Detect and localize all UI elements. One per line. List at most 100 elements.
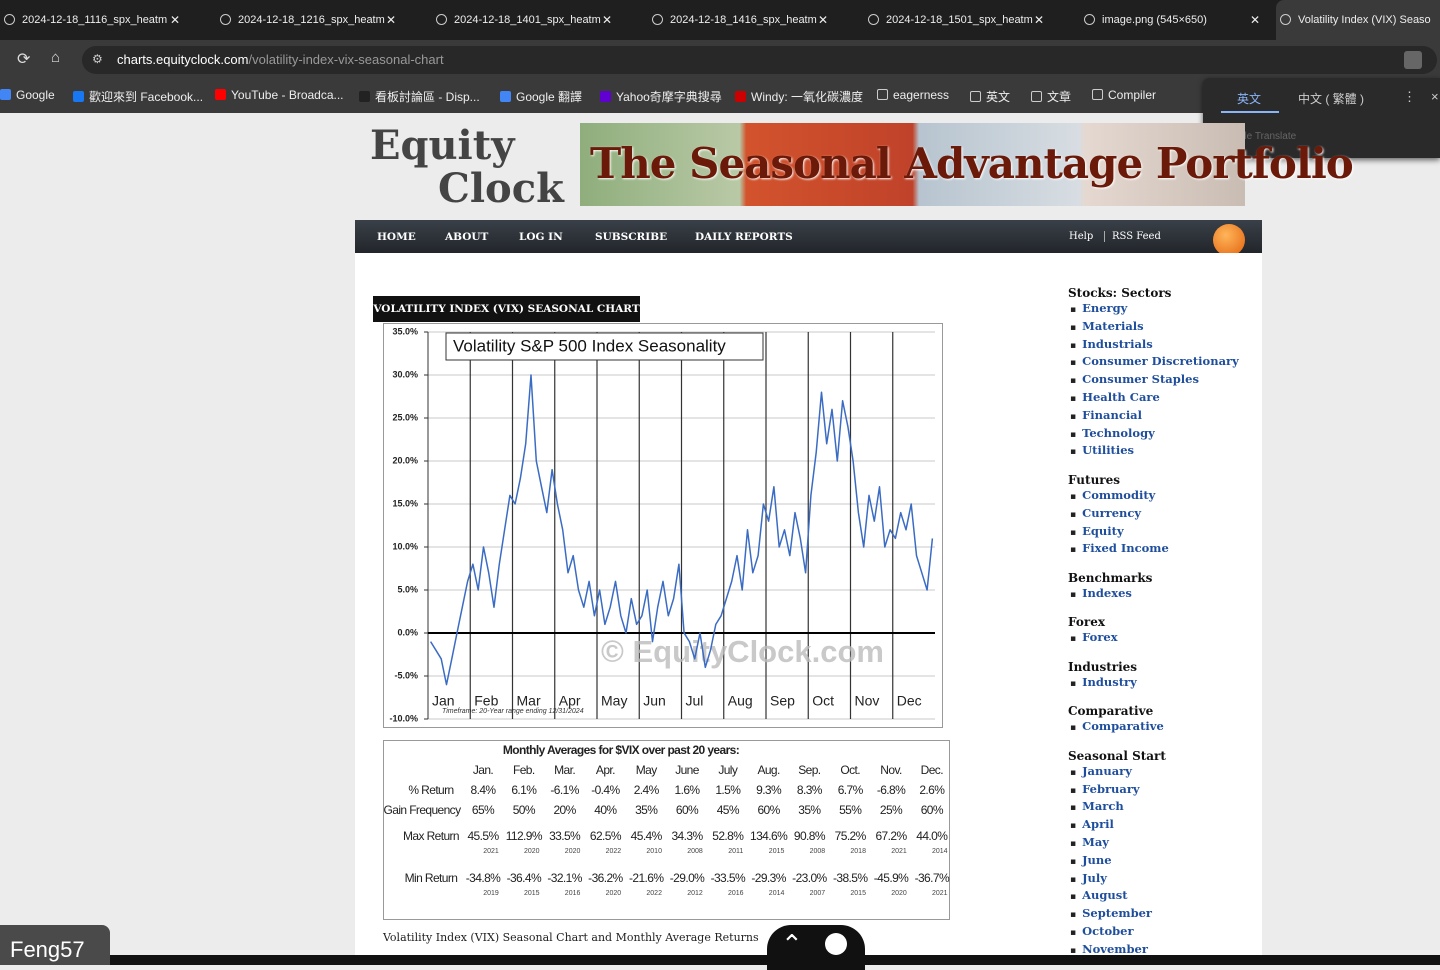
table-cell: -23.0% [792,871,827,885]
menu-icon[interactable]: ⋮ [1403,89,1416,104]
sidebar-link[interactable]: Consumer Staples [1070,372,1199,386]
nav-item[interactable]: HOME [377,231,416,243]
sidebar-link[interactable]: Materials [1070,319,1144,333]
sidebar-link[interactable]: September [1070,906,1152,920]
sidebar-link[interactable]: Energy [1070,301,1127,315]
tab-close[interactable]: ✕ [601,13,612,27]
sidebar-link[interactable]: Commodity [1070,488,1155,502]
sidebar-link[interactable]: Consumer Discretionary [1070,354,1239,368]
close-icon[interactable]: × [1431,89,1439,104]
sidebar-heading: Forex [1068,615,1105,630]
sidebar-link[interactable]: October [1070,924,1133,938]
y-tick-label: 0.0% [397,627,418,637]
tab[interactable]: image.png (545×650) ✕ [1080,0,1296,40]
sidebar-link[interactable]: Industrials [1070,337,1153,351]
sidebar-link[interactable]: August [1070,888,1127,902]
bookmark[interactable]: 看板討論區 - Disp... [359,88,480,105]
tab[interactable]: 2024-12-18_1401_spx_heatm ✕ [432,0,648,40]
bookmark-label: 看板討論區 - Disp... [375,90,480,104]
table-cell: -21.6% [628,871,664,885]
sidebar-link[interactable]: June [1070,853,1111,867]
table-cell: 25% [879,803,903,817]
sidebar-link[interactable]: Utilities [1070,443,1134,457]
tab-close[interactable]: ✕ [817,13,828,27]
table-cell: -0.4% [591,783,620,797]
logo-line[interactable]: Equity [370,122,515,169]
column-header: May [635,763,657,777]
translate-icon[interactable] [1404,51,1422,69]
tab[interactable]: 2024-12-18_1501_spx_heatm ✕ [864,0,1080,40]
sidebar-link[interactable]: July [1070,871,1107,885]
nav-item[interactable]: DAILY REPORTS [695,231,793,243]
home-icon[interactable]: ⌂ [51,49,61,66]
nav-item[interactable]: SUBSCRIBE [595,231,668,243]
sidebar-link[interactable]: March [1070,799,1124,813]
sidebar-link[interactable]: January [1070,764,1132,778]
nav-item[interactable]: ABOUT [445,231,489,243]
rss-icon[interactable] [1213,224,1245,256]
language-tab[interactable]: 中文 ( 繁體 ) [1298,92,1364,106]
sidebar-link[interactable]: Technology [1070,426,1155,440]
bookmark[interactable]: 英文 [970,88,1010,105]
table-year: 2022 [605,848,622,855]
language-tab[interactable]: 英文 [1237,92,1262,106]
sidebar-link[interactable]: Indexes [1070,586,1132,600]
table-cell: -36.4% [506,871,542,885]
tab-close[interactable]: ✕ [1033,13,1044,27]
row-label: Min Return [404,871,458,885]
sidebar-link[interactable]: Equity [1070,524,1124,538]
x-tick-label: May [601,693,627,709]
bookmark[interactable]: eagerness [877,88,949,102]
sidebar-link[interactable]: Health Care [1070,390,1160,404]
table-title: Monthly Averages for $VIX over past 20 y… [502,743,740,757]
floating-controls[interactable]: ⌃ [767,925,865,970]
tab[interactable]: 2024-12-18_1416_spx_heatm ✕ [648,0,864,40]
user-icon[interactable] [825,933,847,955]
table-year: 2008 [809,848,826,855]
tab[interactable]: Volatility Index (VIX) Seaso [1276,0,1440,40]
bookmark-label: Yahoo奇摩字典搜尋 [616,90,722,104]
nav-link[interactable]: Help [1069,231,1094,242]
sidebar-link[interactable]: Comparative [1070,719,1164,733]
sidebar-link[interactable]: November [1070,942,1148,956]
table-cell: -29.0% [669,871,705,885]
nav-link[interactable]: RSS Feed [1104,231,1161,242]
tab[interactable]: 2024-12-18_1116_spx_heatm ✕ [0,0,216,40]
site-info-icon[interactable]: ⚙ [92,52,103,66]
reload-icon[interactable]: ⟳ [17,51,31,68]
sidebar-link[interactable]: Fixed Income [1070,541,1169,555]
bookmark[interactable]: Yahoo奇摩字典搜尋 [600,88,722,105]
tab-close[interactable]: ✕ [169,13,180,27]
sidebar-link[interactable]: Currency [1070,506,1141,520]
sidebar-link[interactable]: Financial [1070,408,1142,422]
bookmark[interactable]: 文章 [1031,88,1071,105]
table-cell: 6.7% [837,783,864,797]
tab-close[interactable]: ✕ [385,13,396,27]
column-header: Apr. [595,763,616,777]
tab-title: image.png (545×650) [1102,14,1207,26]
tab-close[interactable]: ✕ [1249,13,1260,27]
table-cell: 34.3% [671,829,703,843]
bookmark[interactable]: YouTube - Broadca... [215,88,344,102]
bookmark[interactable]: Compiler [1092,88,1156,102]
logo-line[interactable]: Clock [438,165,564,212]
url: charts.equityclock.com/volatility-index-… [117,52,444,67]
sidebar-link[interactable]: Forex [1070,630,1117,644]
banner[interactable]: The Seasonal Advantage Portfolio [580,123,1354,206]
sidebar-link[interactable]: April [1070,817,1114,831]
monthly-table: Monthly Averages for $VIX over past 20 y… [383,740,950,920]
address-field[interactable]: ⚙ charts.equityclock.com/volatility-inde… [82,46,1437,74]
bookmark[interactable]: Google 翻譯 [500,88,582,105]
bookmark[interactable]: 歡迎來到 Facebook... [73,88,203,105]
tab-title: Volatility Index (VIX) Seaso [1298,14,1431,26]
bookmark[interactable]: Google [0,88,55,102]
bookmark[interactable]: Windy: 一氧化碳濃度 [735,88,863,105]
sidebar-link[interactable]: February [1070,782,1140,796]
sidebar-link[interactable]: May [1070,835,1109,849]
nav-item[interactable]: LOG IN [519,231,563,243]
tab[interactable]: 2024-12-18_1216_spx_heatm ✕ [216,0,432,40]
table-cell: 35% [798,803,821,817]
sidebar-link[interactable]: Industry [1070,675,1137,689]
up-arrow-icon[interactable]: ⌃ [781,929,803,959]
table-year: 2020 [605,890,622,897]
